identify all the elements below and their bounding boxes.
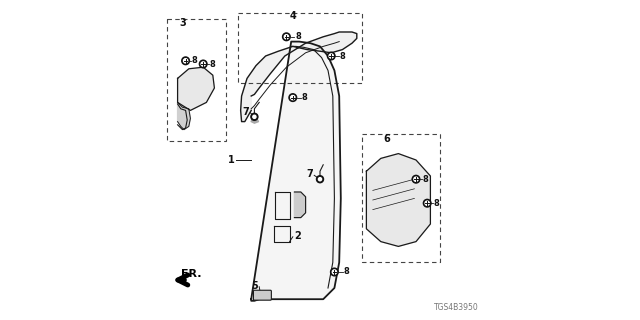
Text: 5: 5 xyxy=(251,281,258,291)
Circle shape xyxy=(184,59,188,63)
Circle shape xyxy=(251,113,258,120)
Polygon shape xyxy=(366,154,430,246)
Polygon shape xyxy=(251,42,340,301)
Text: 8: 8 xyxy=(344,268,349,276)
Text: 8: 8 xyxy=(340,52,346,60)
Text: 8: 8 xyxy=(434,199,439,208)
Bar xyxy=(239,13,362,83)
Bar xyxy=(167,19,227,141)
Polygon shape xyxy=(241,32,357,122)
Text: 1: 1 xyxy=(227,155,234,165)
Text: 6: 6 xyxy=(384,134,390,144)
Circle shape xyxy=(329,54,333,58)
Text: TGS4B3950: TGS4B3950 xyxy=(434,303,479,312)
Circle shape xyxy=(412,175,420,183)
FancyBboxPatch shape xyxy=(253,290,271,300)
Text: 8: 8 xyxy=(301,93,307,102)
Polygon shape xyxy=(294,192,306,218)
Circle shape xyxy=(332,270,337,274)
Text: 8: 8 xyxy=(210,60,215,68)
Circle shape xyxy=(200,60,207,68)
Circle shape xyxy=(330,268,338,276)
Text: 2: 2 xyxy=(294,231,301,241)
Circle shape xyxy=(283,33,290,41)
Circle shape xyxy=(319,178,321,181)
Circle shape xyxy=(291,95,295,100)
Text: 8: 8 xyxy=(295,32,301,41)
Text: 7: 7 xyxy=(306,169,313,180)
Circle shape xyxy=(201,62,205,66)
Text: 3: 3 xyxy=(180,18,186,28)
Text: 8: 8 xyxy=(422,175,428,184)
Text: 4: 4 xyxy=(289,11,296,21)
Circle shape xyxy=(317,176,323,183)
Polygon shape xyxy=(251,118,259,123)
Circle shape xyxy=(253,115,256,118)
Circle shape xyxy=(424,199,431,207)
Circle shape xyxy=(284,35,289,39)
Circle shape xyxy=(425,201,429,205)
Text: FR.: FR. xyxy=(181,269,202,279)
Circle shape xyxy=(414,177,418,181)
Circle shape xyxy=(328,52,335,60)
Text: 8: 8 xyxy=(192,56,198,65)
Polygon shape xyxy=(178,67,214,110)
Circle shape xyxy=(182,57,189,65)
Bar xyxy=(362,134,440,262)
Polygon shape xyxy=(178,102,191,130)
Text: 7: 7 xyxy=(242,107,249,117)
Circle shape xyxy=(289,94,296,101)
